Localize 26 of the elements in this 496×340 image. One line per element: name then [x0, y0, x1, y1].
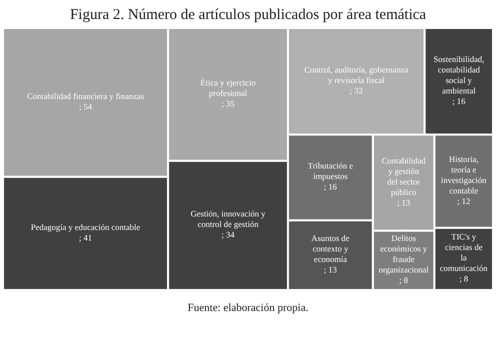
category-label: Pedagogía y educación contable	[30, 222, 140, 232]
category-label: Tributación e impuestos	[308, 160, 354, 182]
category-label: Contabilidad y gestión del sector público	[382, 155, 426, 197]
category-label: Gestión, innovación y control de gestión	[190, 208, 266, 230]
category-label: TIC's y ciencias de la comunicación	[440, 232, 488, 274]
data-label: ; 34	[222, 230, 236, 240]
data-label: ; 8	[459, 274, 468, 284]
data-label: ; 13	[397, 197, 410, 208]
category-label: Delitos económicos y fraude organizacional	[378, 233, 430, 275]
category-label: Control, auditoría, gobernanza y revisoría fiscal	[304, 64, 408, 86]
category-label: Contabilidad financiera y finanzas	[27, 90, 144, 101]
data-label: ; 12	[457, 196, 470, 206]
data-label: ; 41	[79, 232, 92, 242]
category-label: Historia, teoría e investigación contable	[441, 154, 488, 196]
data-label: ; 35	[222, 98, 235, 109]
data-label: ; 13	[324, 264, 337, 275]
text: Figura 2. Número de artículos publicados por área temática	[70, 7, 426, 23]
category-label: Sostenibilidad, contabilidad social y ambiental	[433, 54, 484, 96]
data-label: ; 16	[452, 96, 466, 106]
source-note: Fuente: elaboración propia.	[188, 302, 309, 314]
category-label: Asuntos de contexto y economía	[311, 233, 350, 264]
category-label: Ética y ejercicio profesional	[200, 78, 256, 98]
data-label: ; 8	[399, 275, 408, 286]
data-label: ; 16	[324, 182, 337, 192]
data-label: ; 32	[350, 86, 363, 96]
data-label: ; 54	[79, 101, 93, 112]
